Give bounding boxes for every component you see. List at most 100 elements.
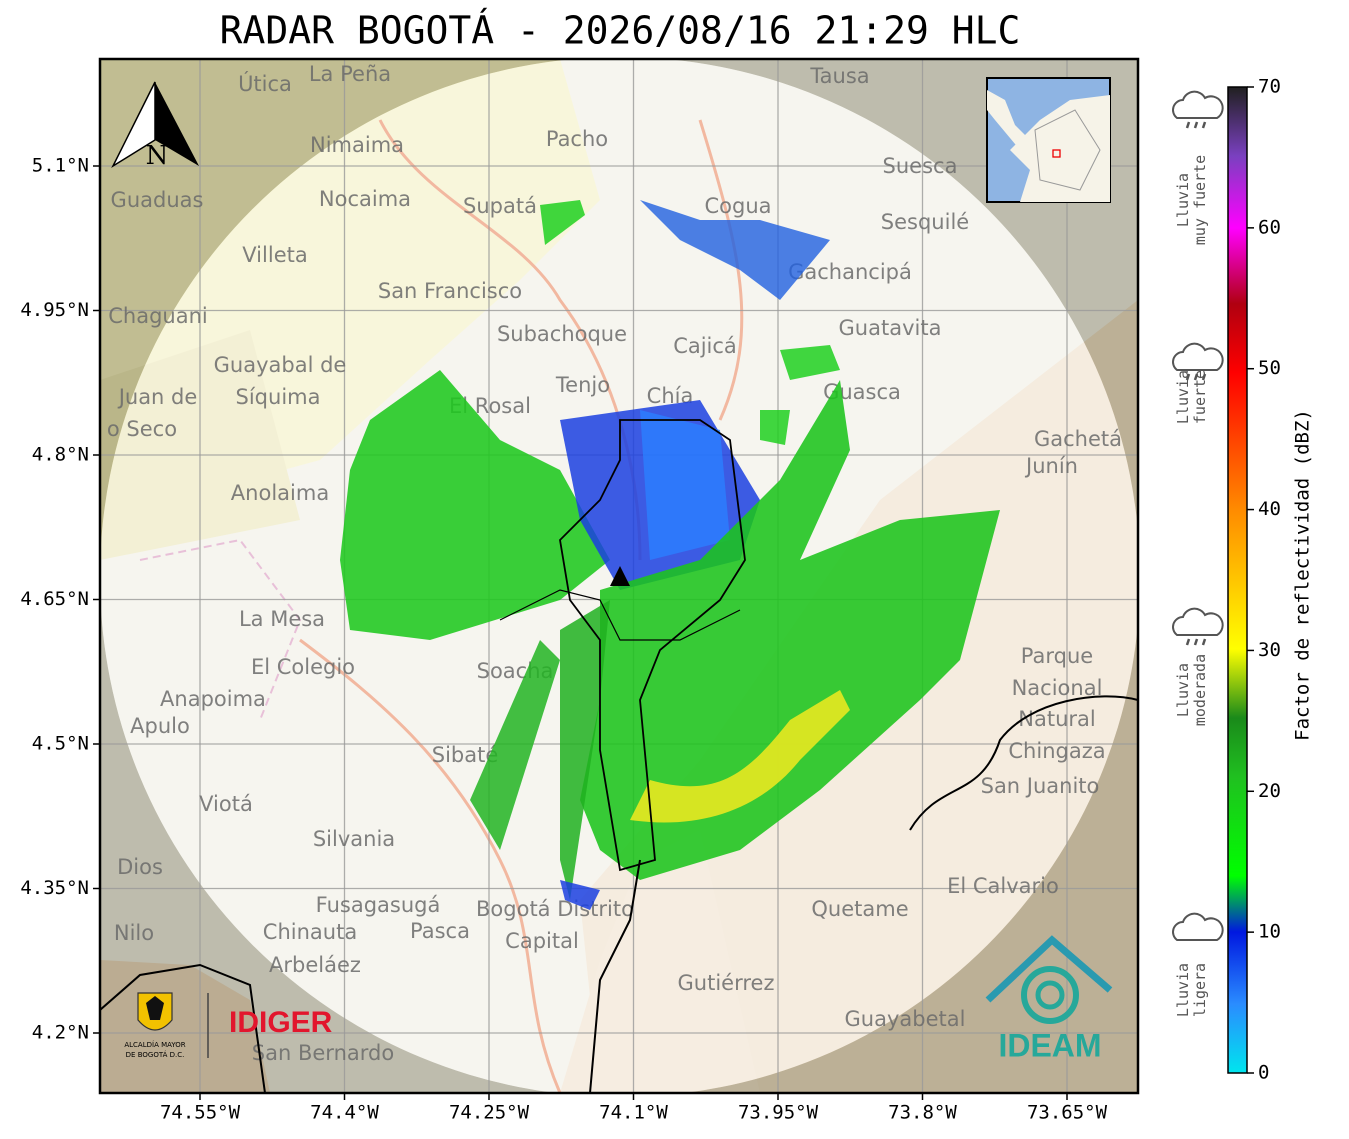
place-label: Supatá [463,194,537,218]
lat-tick-label: 4.65°N [20,588,89,610]
place-label: Guaduas [111,188,204,212]
place-label: Nimaima [310,133,404,157]
place-label: Arbeláez [269,953,361,977]
lat-tick-label: 4.5°N [32,733,89,755]
lat-tick-label: 5.1°N [32,155,89,177]
place-label: Sesquilé [881,210,969,234]
lon-tick-label: 74.1°W [599,1102,668,1124]
place-label: Chaguani [108,304,208,328]
place-label: Síquima [236,385,321,409]
place-label: Subachoque [497,322,627,346]
place-label: Pacho [546,127,608,151]
lat-tick-label: 4.2°N [32,1022,89,1044]
place-label: Dios [117,855,163,879]
lat-tick-label: 4.35°N [20,877,89,899]
colorbar-tick-label: 40 [1258,498,1281,520]
rain-drops [1185,638,1207,646]
rain-category-label: Lluvia [1174,663,1192,717]
place-label: Parque [1021,644,1093,668]
place-label: El Colegio [251,655,355,679]
rain-category-label: fuerte [1191,370,1209,424]
alcaldia-text: DE BOGOTÁ D.C. [126,1050,185,1059]
colorbar [1227,86,1248,1074]
colorbar-tick-label: 60 [1258,216,1281,238]
lat-tick-label: 4.95°N [20,299,89,321]
place-label: Suesca [883,154,958,178]
place-label: Gutiérrez [678,971,775,995]
rain-icon [1172,912,1224,941]
place-label: Nacional [1012,676,1103,700]
idiger-logo: IDIGER [229,1006,333,1039]
place-label: Chinauta [263,920,357,944]
lon-tick-label: 73.65°W [1027,1102,1108,1124]
place-label: Silvania [313,827,395,851]
rain-drops [1185,121,1207,129]
rain-category-label: Lluvia [1174,173,1192,227]
place-label: El Calvario [947,874,1059,898]
rain-drops [1185,373,1207,381]
inset-map [986,77,1111,203]
place-label: Nocaima [319,187,411,211]
place-label: Juan de [117,385,198,409]
colorbar-tick-label: 20 [1258,780,1281,802]
lat-tick-label: 4.8°N [32,444,89,466]
place-label: Tenjo [555,373,610,397]
place-label: Fusagasugá [316,893,441,917]
place-label: San Francisco [378,279,522,303]
place-label: Cajicá [673,334,737,358]
colorbar-tick-label: 0 [1258,1062,1269,1084]
place-label: Junín [1024,454,1078,478]
place-label: Quetame [811,897,908,921]
map: Útica La Peña Tausa Pacho Nimaima Suesca Guadu… [100,59,1138,1093]
place-label: Chingaza [1008,739,1105,763]
title: RADAR BOGOTÁ - 2026/08/16 21:29 HLC [220,9,1021,53]
place-label: Anolaima [231,481,329,505]
place-label: Guatavita [839,316,942,340]
place-label: Tausa [809,64,869,88]
radar-echo [100,200,1138,1093]
rain-category-label: Lluvia [1174,963,1192,1017]
place-label: Pasca [410,919,470,943]
place-label: Villeta [242,243,307,267]
colorbar-label: Factor de reflectividad (dBZ) [1292,409,1314,741]
lon-tick-label: 73.8°W [888,1102,957,1124]
place-label: San Juanito [981,774,1100,798]
colorbar-tick-label: 10 [1258,921,1281,943]
alcaldia-logo: ALCALDÍA MAYOR DE BOGOTÁ D.C. IDIGER [124,992,333,1059]
north-arrow: N [111,81,199,171]
place-label: Guayabetal [845,1007,966,1031]
place-label: Natural [1018,707,1095,731]
colorbar-tick-label: 70 [1258,76,1281,98]
place-label: Capital [505,929,579,953]
place-label: o Seco [107,417,177,441]
rain-category-label: muy fuerte [1191,155,1209,245]
ideam-logo: IDEAM [985,935,1113,1063]
ideam-text: IDEAM [998,1027,1101,1063]
place-label: Viotá [199,792,253,816]
lon-tick-label: 74.55°W [160,1102,241,1124]
map-frame [98,57,1140,1095]
north-label: N [146,141,169,171]
rain-icon [1172,90,1224,119]
colorbar-tick-label: 50 [1258,357,1281,379]
place-label: Gachetá [1034,427,1122,451]
lon-tick-label: 74.4°W [310,1102,379,1124]
place-label: San Bernardo [252,1041,394,1065]
alcaldia-text: ALCALDÍA MAYOR [124,1040,185,1049]
rain-icon [1172,607,1224,636]
place-label: La Mesa [239,607,325,631]
lon-tick-label: 74.25°W [449,1102,530,1124]
place-label: Bogotá Distrito [476,897,634,921]
place-label: Cogua [704,194,771,218]
colorbar-tick-label: 30 [1258,639,1281,661]
lon-tick-label: 73.95°W [738,1102,819,1124]
place-label: Anapoima [160,687,266,711]
place-label: Apulo [130,714,190,738]
rain-category-label: moderada [1191,654,1209,726]
place-label: Nilo [114,921,154,945]
place-label: La Peña [309,62,391,86]
place-label: Guayabal de [214,353,347,377]
rain-icon [1172,342,1224,371]
rain-category-label: Lluvia [1174,370,1192,424]
